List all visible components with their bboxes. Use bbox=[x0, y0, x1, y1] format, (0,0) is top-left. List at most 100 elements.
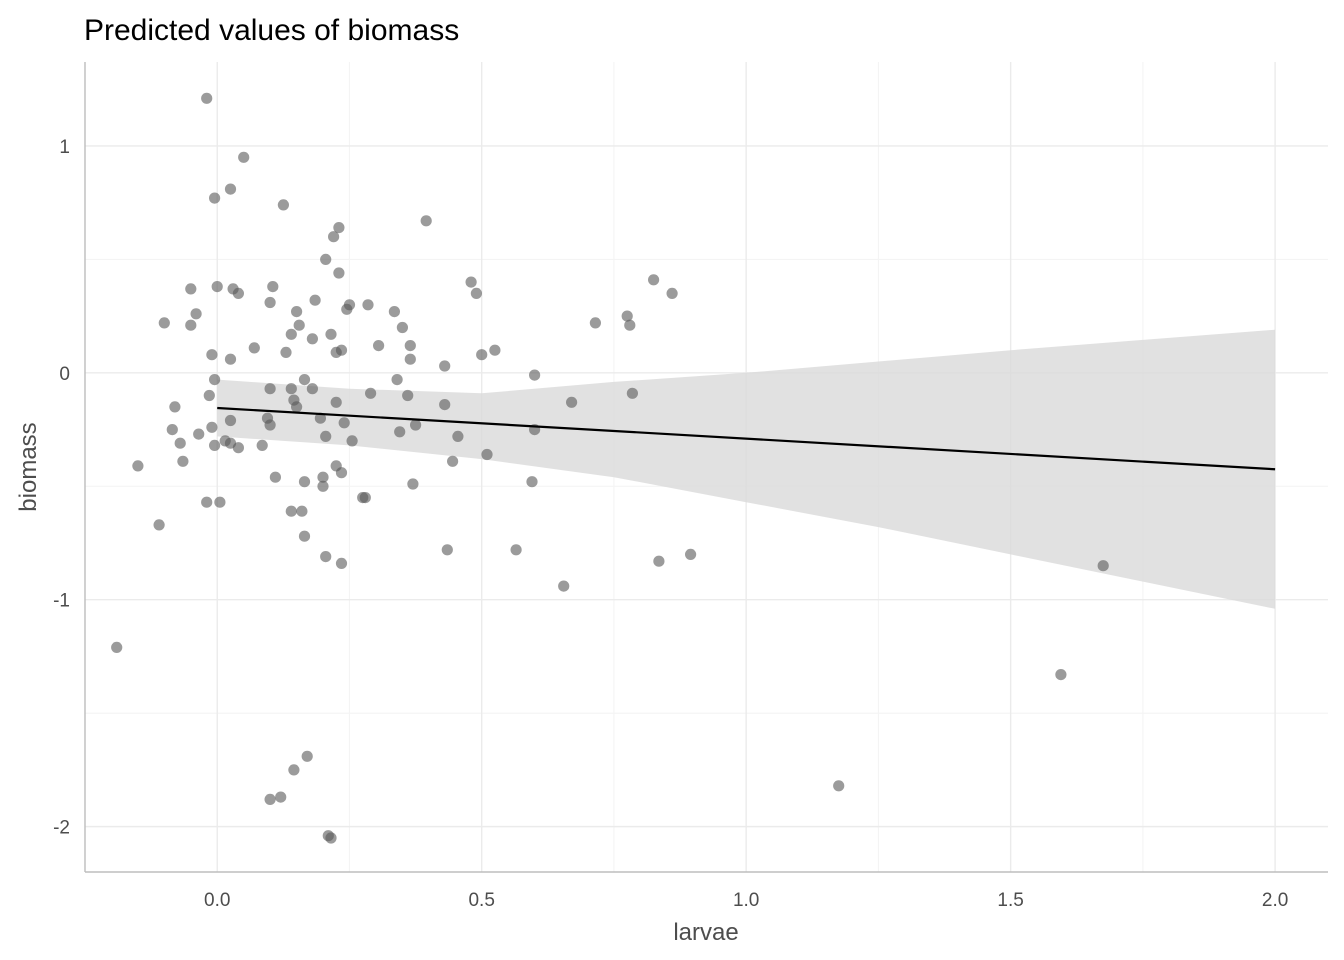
data-point bbox=[465, 276, 477, 288]
data-point bbox=[526, 476, 538, 488]
data-point bbox=[476, 349, 488, 361]
data-point bbox=[441, 544, 453, 556]
x-axis-title: larvae bbox=[673, 919, 738, 946]
data-point bbox=[330, 396, 342, 408]
data-point bbox=[325, 832, 337, 844]
data-point bbox=[666, 287, 678, 299]
data-point bbox=[277, 199, 289, 211]
data-point bbox=[132, 460, 144, 472]
data-point bbox=[314, 412, 326, 424]
data-point bbox=[404, 340, 416, 352]
x-tick-label: 0.0 bbox=[204, 890, 230, 911]
data-point bbox=[407, 478, 419, 490]
data-point bbox=[214, 496, 226, 508]
data-point bbox=[209, 192, 221, 204]
data-point bbox=[452, 430, 464, 442]
data-point bbox=[224, 183, 237, 195]
data-point bbox=[267, 281, 279, 293]
data-point bbox=[285, 328, 297, 340]
data-point bbox=[288, 764, 300, 776]
data-point bbox=[333, 222, 345, 234]
data-point bbox=[224, 353, 237, 365]
axes bbox=[84, 62, 1328, 873]
data-point bbox=[362, 299, 374, 311]
data-point bbox=[298, 530, 311, 542]
data-point bbox=[293, 319, 305, 331]
data-point bbox=[346, 435, 358, 447]
data-point bbox=[280, 346, 292, 358]
data-point bbox=[391, 374, 403, 386]
data-point bbox=[206, 349, 218, 361]
data-point bbox=[359, 492, 371, 504]
data-point bbox=[201, 92, 213, 104]
data-point bbox=[158, 317, 170, 329]
data-point bbox=[510, 544, 522, 556]
data-point bbox=[264, 296, 276, 309]
y-tick-label: 1 bbox=[59, 137, 70, 158]
data-point bbox=[256, 439, 268, 451]
data-point bbox=[1097, 560, 1109, 572]
x-tick-label: 1.5 bbox=[997, 890, 1023, 911]
data-point bbox=[238, 151, 250, 163]
data-point bbox=[291, 306, 303, 318]
data-point bbox=[211, 281, 223, 293]
data-point bbox=[285, 505, 297, 517]
data-point bbox=[402, 389, 414, 402]
data-point bbox=[439, 399, 451, 411]
data-point bbox=[206, 421, 218, 433]
data-point bbox=[589, 317, 602, 329]
plot-panel bbox=[84, 62, 1328, 873]
data-point bbox=[275, 791, 287, 803]
data-point bbox=[328, 231, 340, 243]
data-point bbox=[153, 519, 165, 531]
data-point bbox=[481, 448, 493, 461]
data-point bbox=[177, 455, 189, 467]
points-layer bbox=[111, 92, 1109, 844]
data-point bbox=[296, 505, 308, 517]
data-point bbox=[264, 793, 276, 806]
data-point bbox=[833, 780, 845, 792]
data-point bbox=[298, 374, 311, 386]
data-point bbox=[341, 303, 353, 315]
y-tick-labels: -2 -1 0 1 bbox=[53, 137, 70, 839]
data-point bbox=[529, 369, 541, 381]
data-point bbox=[306, 333, 318, 345]
data-point bbox=[185, 319, 197, 331]
data-point bbox=[224, 414, 237, 427]
data-point bbox=[685, 548, 697, 561]
data-point bbox=[388, 306, 400, 318]
data-point bbox=[335, 467, 348, 479]
data-point bbox=[621, 310, 633, 322]
data-point bbox=[209, 374, 221, 386]
data-point bbox=[653, 555, 665, 567]
data-point bbox=[185, 283, 197, 295]
chart-title: Predicted values of biomass bbox=[84, 14, 459, 47]
data-point bbox=[193, 428, 205, 440]
data-point bbox=[404, 353, 416, 365]
x-tick-label: 2.0 bbox=[1262, 890, 1288, 911]
data-point bbox=[489, 344, 501, 356]
data-point bbox=[373, 340, 385, 352]
data-point bbox=[338, 417, 350, 429]
data-point bbox=[333, 267, 345, 279]
data-point bbox=[248, 342, 260, 354]
data-point bbox=[447, 455, 459, 467]
data-point bbox=[470, 287, 482, 299]
data-point bbox=[264, 383, 276, 395]
data-point bbox=[320, 430, 332, 442]
confidence-ribbon-layer bbox=[217, 329, 1276, 609]
y-tick-label: 0 bbox=[59, 364, 70, 385]
data-point bbox=[298, 476, 311, 488]
data-point bbox=[439, 360, 451, 372]
x-tick-label: 1.0 bbox=[733, 890, 759, 911]
data-point bbox=[232, 287, 244, 299]
data-point bbox=[269, 471, 281, 483]
x-tick-label: 0.5 bbox=[468, 890, 494, 911]
y-tick-label: -1 bbox=[53, 591, 70, 612]
data-point bbox=[306, 383, 318, 395]
data-point bbox=[169, 401, 181, 413]
data-point bbox=[291, 401, 303, 413]
data-point bbox=[209, 439, 221, 451]
data-point bbox=[111, 641, 123, 654]
